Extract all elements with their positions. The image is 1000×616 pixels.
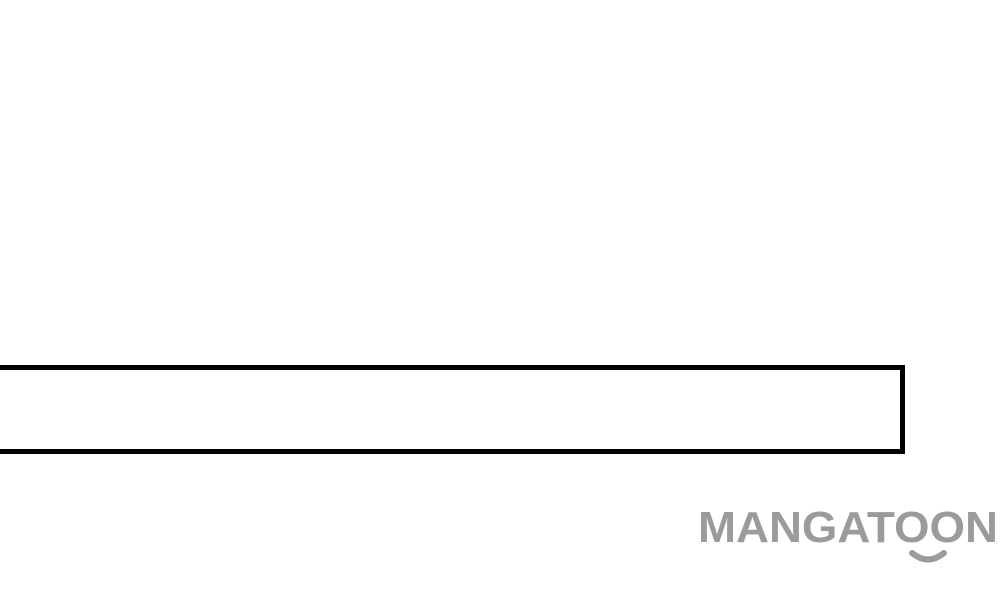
empty-panel-frame xyxy=(0,365,905,454)
mangatoon-logo-svg: MANGATOON xyxy=(698,503,998,563)
mangatoon-watermark-logo: MANGATOON xyxy=(698,500,1000,570)
smile-mark xyxy=(909,550,947,563)
mangatoon-logo-text: MANGATOON xyxy=(698,503,998,552)
